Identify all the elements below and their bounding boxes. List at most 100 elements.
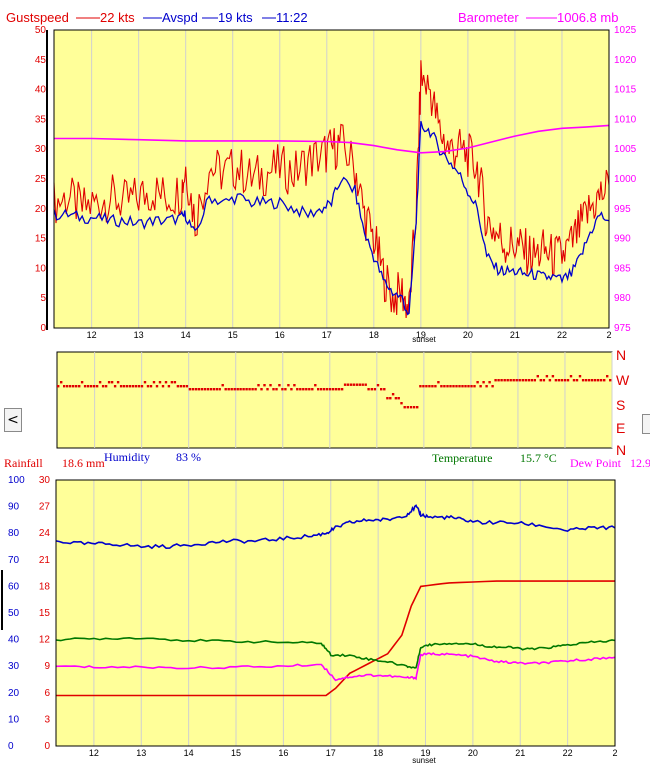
- climate-y-outer-tick-label: 80: [8, 528, 20, 539]
- direction-tick-label: S: [616, 397, 625, 413]
- temperature-line: [55, 636, 616, 669]
- direction-mark: [57, 385, 60, 388]
- direction-mark: [367, 388, 370, 391]
- next-button-edge[interactable]: [642, 414, 650, 434]
- climate-y-outer-tick-label: 50: [8, 608, 20, 619]
- direction-mark: [227, 388, 230, 391]
- wind-plot-panel: [54, 30, 609, 328]
- wind-x-tick-label: 17: [322, 330, 332, 340]
- direction-mark: [419, 385, 422, 388]
- direction-mark: [86, 385, 90, 388]
- direction-mark: [290, 388, 293, 391]
- direction-tick-label: E: [616, 420, 625, 436]
- direction-mark: [164, 381, 168, 384]
- climate-left-scroll-stripe: [1, 570, 3, 630]
- direction-mark: [254, 388, 257, 391]
- previous-button[interactable]: <: [4, 408, 22, 432]
- wind-y-left-tick-label: 5: [40, 293, 46, 304]
- wind-y-left-tick-label: 45: [35, 55, 47, 66]
- direction-mark: [203, 388, 206, 391]
- direction-mark: [107, 381, 111, 384]
- direction-mark: [269, 384, 272, 387]
- direction-mark: [506, 379, 509, 382]
- direction-mark: [488, 381, 491, 384]
- direction-mark: [191, 388, 195, 391]
- direction-mark: [383, 388, 386, 391]
- direction-mark: [569, 375, 573, 378]
- direction-mark: [386, 397, 389, 400]
- direction-mark: [458, 385, 461, 388]
- wind-y-left-tick-label: 25: [35, 174, 47, 185]
- direction-tick-label: W: [616, 372, 630, 388]
- gustspeed-line: [53, 60, 610, 319]
- direction-mark: [337, 388, 341, 391]
- climate-y-inner-tick-label: 24: [39, 528, 51, 539]
- direction-mark: [437, 381, 440, 384]
- wind-x-tick-label: 18: [369, 330, 379, 340]
- climate-grid: [93, 480, 616, 746]
- direction-mark: [257, 384, 260, 387]
- direction-mark: [119, 385, 123, 388]
- direction-mark: [364, 383, 367, 386]
- climate-x-tick-label: 18: [373, 748, 383, 758]
- direction-mark: [80, 381, 84, 384]
- direction-mark: [428, 385, 431, 388]
- direction-mark: [521, 379, 524, 382]
- direction-mark: [515, 379, 518, 382]
- direction-mark: [167, 385, 171, 388]
- direction-mark: [230, 388, 233, 391]
- climate-x-tick-label: 17: [326, 748, 336, 758]
- climate-x-tick-label: 14: [184, 748, 194, 758]
- direction-mark: [346, 383, 350, 386]
- direction-mark: [194, 388, 198, 391]
- dew-label: Dew Point: [570, 456, 622, 470]
- direction-mark: [599, 379, 603, 382]
- time-value: 11:22: [276, 10, 308, 25]
- wind-x-tick-label: 12: [87, 330, 97, 340]
- direction-mark: [527, 379, 530, 382]
- direction-mark: [161, 385, 165, 388]
- direction-mark: [370, 388, 373, 391]
- direction-mark: [509, 379, 512, 382]
- climate-y-axis-inner: 0 3 6 9 12 15 18 21 24 27 30: [39, 475, 51, 752]
- direction-mark: [311, 388, 314, 391]
- hum-value: 83 %: [176, 450, 201, 464]
- climate-y-inner-tick-label: 27: [39, 502, 51, 513]
- climate-x-tick-label: 15: [231, 748, 241, 758]
- direction-mark: [518, 379, 521, 382]
- climate-x-tick-label: 19: [421, 748, 431, 758]
- direction-mark: [431, 385, 434, 388]
- wind-y-left-tick-label: 0: [40, 323, 46, 334]
- direction-mark: [83, 385, 87, 388]
- direction-mark: [239, 388, 242, 391]
- climate-plot-frame: [55, 479, 616, 747]
- wind-y-left-tick-label: 30: [35, 144, 47, 155]
- wind-x-tick-label: 19: [416, 330, 426, 340]
- wind-y-left-tick-label: 35: [35, 114, 47, 125]
- direction-mark: [128, 385, 132, 388]
- climate-y-inner-tick-label: 3: [44, 714, 50, 725]
- wind-y-right-tick-label: 1000: [614, 174, 637, 185]
- direction-mark: [548, 379, 552, 382]
- wind-y-right-tick-label: 1020: [614, 55, 637, 66]
- direction-mark: [593, 379, 597, 382]
- rain-value: 18.6 mm: [62, 456, 105, 470]
- direction-mark: [299, 388, 302, 391]
- climate-x-tick-label: 20: [468, 748, 478, 758]
- direction-mark: [221, 384, 224, 387]
- direction-mark: [302, 388, 305, 391]
- direction-mark: [314, 384, 317, 387]
- direction-mark: [320, 388, 323, 391]
- climate-y-inner-tick-label: 18: [39, 581, 51, 592]
- climate-x-tick-label: 22: [563, 748, 573, 758]
- direction-mark: [308, 388, 311, 391]
- direction-mark: [536, 375, 539, 378]
- direction-mark: [479, 385, 482, 388]
- direction-mark: [185, 385, 189, 388]
- wind-x-tick-label: 16: [275, 330, 285, 340]
- direction-mark: [403, 406, 406, 409]
- direction-mark: [179, 385, 183, 388]
- direction-mark: [461, 385, 464, 388]
- wind-y-right-tick-label: 990: [614, 234, 631, 245]
